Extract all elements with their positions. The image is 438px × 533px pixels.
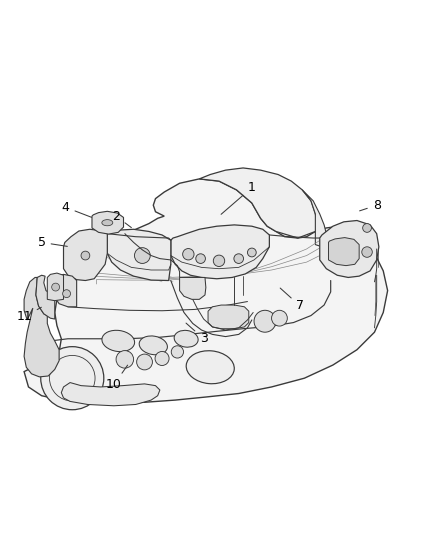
Text: 5: 5 bbox=[38, 236, 67, 249]
Circle shape bbox=[171, 346, 184, 358]
Polygon shape bbox=[208, 305, 249, 329]
Text: 1: 1 bbox=[221, 181, 256, 214]
Circle shape bbox=[155, 351, 169, 366]
Polygon shape bbox=[199, 168, 318, 238]
Circle shape bbox=[213, 255, 225, 266]
Polygon shape bbox=[64, 229, 107, 280]
Ellipse shape bbox=[102, 220, 113, 226]
Circle shape bbox=[254, 310, 276, 332]
Polygon shape bbox=[24, 179, 388, 403]
Ellipse shape bbox=[174, 330, 198, 347]
Polygon shape bbox=[107, 229, 171, 280]
Text: 7: 7 bbox=[280, 288, 304, 312]
Polygon shape bbox=[302, 190, 326, 247]
Circle shape bbox=[134, 248, 150, 263]
Circle shape bbox=[196, 254, 205, 263]
Polygon shape bbox=[328, 238, 359, 265]
Circle shape bbox=[362, 247, 372, 257]
Polygon shape bbox=[320, 221, 379, 278]
Circle shape bbox=[363, 223, 371, 232]
Polygon shape bbox=[36, 275, 55, 319]
Circle shape bbox=[52, 283, 60, 291]
Circle shape bbox=[116, 351, 134, 368]
Ellipse shape bbox=[102, 330, 134, 352]
Polygon shape bbox=[92, 211, 124, 234]
Text: 4: 4 bbox=[62, 201, 92, 217]
Polygon shape bbox=[55, 274, 77, 307]
Text: 2: 2 bbox=[112, 209, 131, 228]
Polygon shape bbox=[180, 278, 206, 300]
Text: 10: 10 bbox=[106, 365, 127, 391]
Circle shape bbox=[41, 346, 104, 410]
Circle shape bbox=[183, 248, 194, 260]
Ellipse shape bbox=[139, 336, 167, 355]
Text: 3: 3 bbox=[186, 323, 208, 345]
Ellipse shape bbox=[186, 351, 234, 384]
Polygon shape bbox=[61, 383, 160, 406]
Circle shape bbox=[81, 251, 90, 260]
Circle shape bbox=[234, 254, 244, 263]
Circle shape bbox=[137, 354, 152, 370]
Polygon shape bbox=[47, 273, 64, 301]
Text: 11: 11 bbox=[16, 307, 41, 324]
Polygon shape bbox=[24, 278, 59, 377]
Circle shape bbox=[63, 290, 71, 297]
Circle shape bbox=[247, 248, 256, 257]
Circle shape bbox=[272, 310, 287, 326]
Text: 8: 8 bbox=[360, 199, 381, 212]
Polygon shape bbox=[171, 225, 269, 279]
